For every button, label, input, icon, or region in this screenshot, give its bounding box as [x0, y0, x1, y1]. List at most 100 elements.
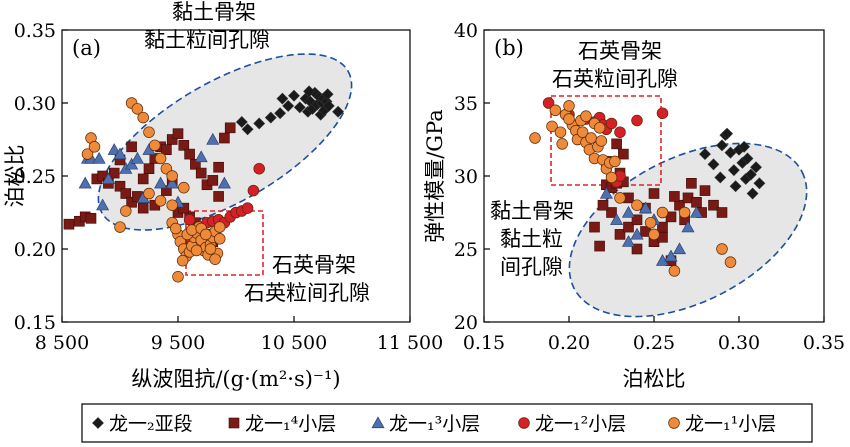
y-tick-label-a-1: 0.20 [14, 239, 56, 261]
point-b-s4-10 [576, 126, 589, 138]
point-a-s2-2 [92, 151, 106, 164]
point-a-s1-27 [224, 122, 236, 134]
point-b-s1-20 [594, 240, 605, 252]
annotation-a-clay-1: 黏土骨架 [172, 0, 256, 24]
point-b-s1-30 [611, 138, 622, 150]
y-tick-label-a-2: 0.25 [14, 166, 56, 188]
annotation-a-quartz-2: 石英粒间孔隙 [244, 281, 370, 305]
point-b-s4-0 [529, 132, 541, 144]
point-b-s2-8 [672, 242, 687, 255]
legend-frame [81, 403, 813, 443]
point-a-s4-42 [214, 221, 226, 233]
point-b-s4-32 [563, 113, 575, 125]
legend-marker-2 [371, 416, 385, 429]
point-b-s4-35 [614, 192, 626, 204]
point-a-s1-10 [126, 196, 137, 208]
y-tick-label-b-1: 25 [454, 239, 478, 261]
point-b-s3-10 [656, 107, 669, 119]
point-b-s4-33 [580, 110, 592, 122]
point-a-s1-25 [213, 161, 224, 173]
point-a-s4-7 [137, 111, 149, 124]
point-a-s0-20 [253, 117, 266, 130]
point-b-s1-33 [686, 178, 697, 189]
point-b-s1-15 [691, 196, 702, 208]
point-b-s2-9 [681, 220, 695, 233]
y-axis-label-b: 弹性模量/GPa [423, 109, 447, 243]
point-b-s3-9 [631, 114, 643, 127]
x-tick-label-b-4: 0.35 [803, 332, 845, 354]
point-b-s1-8 [631, 214, 643, 226]
point-a-s1-29 [126, 141, 137, 153]
point-a-s2-10 [165, 176, 179, 189]
point-b-s4-27 [656, 206, 669, 219]
point-a-s2-9 [154, 176, 168, 189]
point-a-s4-39 [200, 228, 212, 241]
legend-label-4: 龙一₁¹小层 [685, 413, 776, 435]
point-b-s4-25 [644, 216, 657, 229]
point-b-s0-13 [729, 180, 742, 193]
y-tick-label-b-4: 40 [454, 20, 478, 42]
point-a-s4-6 [131, 103, 144, 115]
point-a-s2-13 [206, 132, 220, 145]
point-b-s1-25 [648, 188, 660, 199]
point-a-s2-12 [194, 150, 208, 163]
point-a-s1-7 [108, 167, 120, 179]
point-b-s4-24 [631, 199, 643, 211]
point-b-s0-0 [699, 148, 711, 161]
point-b-s4-3 [554, 126, 567, 138]
legend-label-3: 龙一₁²小层 [535, 413, 626, 435]
x-tick-label-b-1: 0.20 [548, 332, 590, 354]
point-a-s4-9 [149, 139, 161, 152]
point-b-s0-11 [746, 187, 759, 200]
point-b-s4-20 [605, 171, 618, 184]
legend-marker-0 [92, 417, 104, 429]
point-b-s4-5 [563, 100, 575, 112]
point-b-s0-1 [707, 158, 720, 171]
legend-marker-1 [228, 417, 240, 429]
point-b-s2-1 [610, 213, 624, 225]
point-a-s0-17 [322, 99, 335, 112]
point-a-s4-45 [166, 199, 178, 211]
point-a-s1-24 [207, 175, 219, 186]
x-tick-label-b-0: 0.15 [463, 332, 505, 354]
point-a-s1-41 [213, 191, 224, 202]
panel-label-a: (a) [72, 36, 101, 60]
point-b-s4-13 [585, 132, 597, 144]
point-b-s1-5 [606, 207, 617, 218]
point-a-s4-8 [143, 126, 155, 138]
point-a-s1-31 [161, 185, 172, 196]
point-a-s4-43 [143, 187, 155, 200]
point-b-s4-21 [609, 155, 621, 168]
legend-label-2: 龙一₁³小层 [389, 413, 480, 435]
point-b-s4-26 [648, 228, 660, 241]
point-b-s4-30 [716, 243, 728, 255]
y-tick-label-b-3: 35 [454, 93, 478, 115]
x-tick-label-a-1: 9 500 [151, 332, 205, 354]
y-tick-label-b-2: 30 [454, 166, 478, 188]
legend-marker-3 [518, 417, 530, 429]
point-a-s3-0 [183, 214, 196, 226]
point-a-s2-4 [107, 143, 121, 155]
point-a-s4-4 [120, 205, 132, 217]
point-a-s2-15 [96, 198, 110, 211]
point-a-s0-19 [264, 111, 277, 124]
point-a-s2-14 [217, 176, 231, 189]
annotation-a-clay-2: 黏土粒间孔隙 [144, 28, 270, 52]
point-a-s3-12 [253, 162, 265, 175]
point-a-s1-20 [184, 148, 195, 160]
point-b-s1-16 [699, 185, 711, 196]
point-b-s0-9 [741, 152, 754, 165]
point-a-s4-41 [209, 253, 221, 265]
point-a-s1-22 [195, 167, 207, 179]
point-b-s2-0 [599, 186, 613, 199]
point-a-s4-12 [166, 170, 178, 182]
x-axis-label-a: 纵波阻抗/(g·(m²·s)⁻¹) [131, 367, 340, 391]
point-a-s1-8 [114, 180, 126, 192]
point-a-s0-3 [293, 101, 306, 114]
point-b-s2-3 [630, 227, 644, 240]
point-b-s3-7 [605, 117, 618, 130]
annotation-b-quartz-1: 石英骨架 [578, 39, 662, 63]
x-axis-label-b: 泊松比 [623, 367, 686, 391]
point-a-s1-3 [85, 213, 97, 224]
point-b-s0-10 [744, 168, 757, 181]
